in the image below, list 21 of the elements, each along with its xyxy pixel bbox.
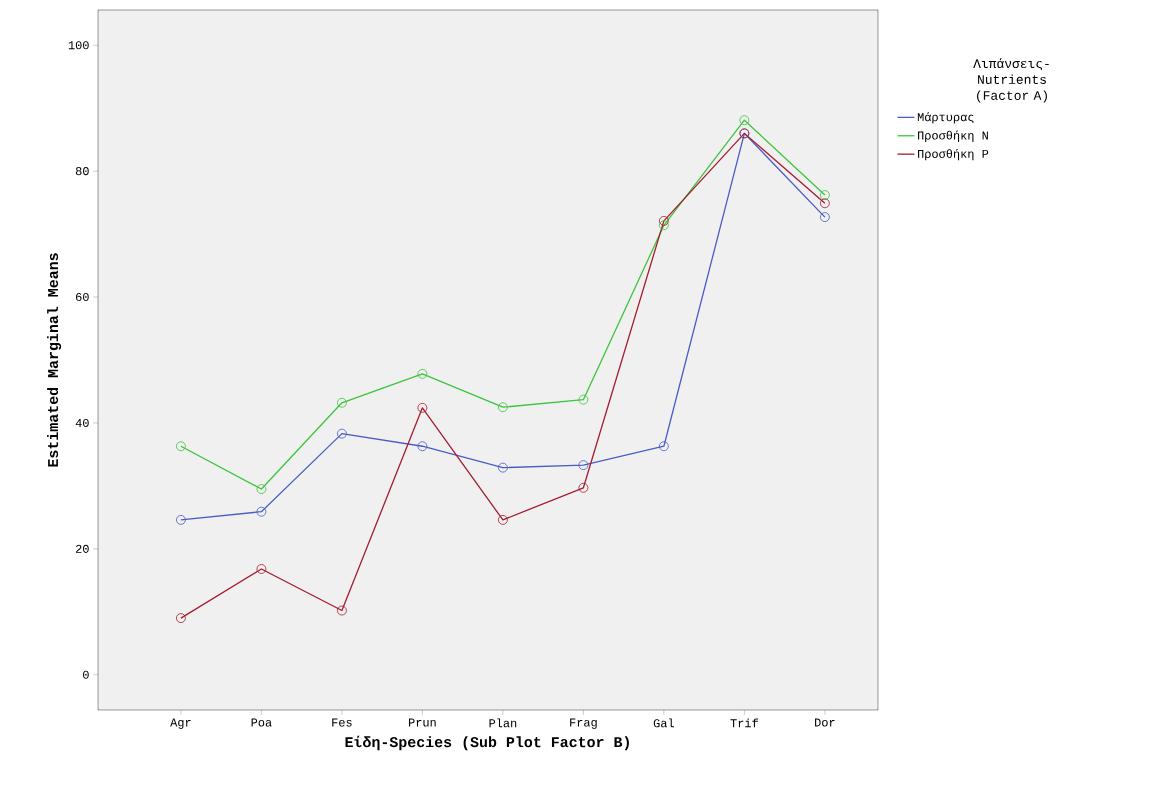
y-axis-title: Estimated Marginal Means (47, 253, 62, 467)
legend-label: Προσθήκη N (918, 130, 988, 142)
y-tick-label: 80 (75, 167, 89, 176)
x-tick-label: Frag (570, 718, 597, 729)
x-tick-label: Fes (332, 718, 352, 727)
y-tick-label: 60 (76, 292, 89, 302)
x-axis-title: Είδη-Species (Sub Plot Factor B) (345, 735, 629, 751)
y-tick-label: 20 (75, 544, 89, 553)
x-tick-label: Gal (653, 718, 674, 728)
y-tick-label: 40 (75, 418, 89, 427)
x-tick-label: Dor (815, 718, 835, 727)
y-tick-label: 100 (68, 41, 89, 50)
x-tick-label: Agr (170, 718, 191, 729)
y-tick-label: 0 (83, 670, 89, 679)
x-tick-label: Prun (409, 718, 436, 727)
legend-label: Μάρτυρας (917, 112, 974, 124)
legend-label: Προσθήκη P (918, 148, 989, 161)
x-tick-label: Plan (489, 718, 517, 728)
legend-title: Λιπάνσεις-Nutrients (Factor A) (973, 58, 1049, 103)
x-tick-label: Trif (730, 718, 758, 728)
x-tick-label: Poa (251, 718, 272, 727)
